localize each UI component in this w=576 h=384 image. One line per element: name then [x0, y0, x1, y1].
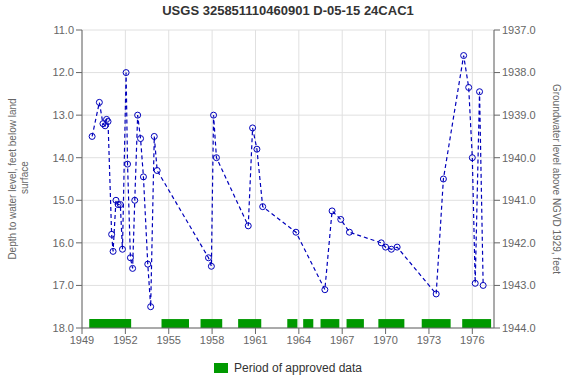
svg-text:15.0: 15.0 — [53, 194, 74, 206]
svg-text:1940.0: 1940.0 — [502, 152, 536, 164]
svg-text:1964: 1964 — [287, 334, 311, 346]
html-text:Period of approved data: Period of approved data — [234, 361, 362, 375]
svg-text:1955: 1955 — [156, 334, 180, 346]
svg-text:1973: 1973 — [417, 334, 441, 346]
svg-text:1958: 1958 — [200, 334, 224, 346]
svg-text:1943.0: 1943.0 — [502, 279, 536, 291]
svg-text:13.0: 13.0 — [53, 109, 74, 121]
svg-text:1952: 1952 — [113, 334, 137, 346]
svg-text:17.0: 17.0 — [53, 279, 74, 291]
svg-text:1944.0: 1944.0 — [502, 322, 536, 334]
svg-text:1937.0: 1937.0 — [502, 24, 536, 36]
html-text:USGS 325851110460901 D-05-15 2: USGS 325851110460901 D-05-15 24CAC1 — [162, 3, 414, 18]
svg-text:1976: 1976 — [460, 334, 484, 346]
svg-text:16.0: 16.0 — [53, 237, 74, 249]
svg-text:14.0: 14.0 — [53, 152, 74, 164]
svg-text:1942.0: 1942.0 — [502, 237, 536, 249]
svg-text:1939.0: 1939.0 — [502, 109, 536, 121]
svg-text:Groundwater level above NGVD 1: Groundwater level above NGVD 1929, feet — [551, 84, 562, 274]
svg-text:1941.0: 1941.0 — [502, 194, 536, 206]
svg-text:1967: 1967 — [330, 334, 354, 346]
svg-text:18.0: 18.0 — [53, 322, 74, 334]
svg-text:1949: 1949 — [70, 334, 94, 346]
svg-text:1961: 1961 — [243, 334, 267, 346]
svg-text:Depth to water level, feet bel: Depth to water level, feet below land su… — [8, 98, 30, 259]
svg-text:12.0: 12.0 — [53, 66, 74, 78]
svg-text:11.0: 11.0 — [53, 24, 74, 36]
svg-text:1938.0: 1938.0 — [502, 66, 536, 78]
svg-text:1970: 1970 — [373, 334, 397, 346]
